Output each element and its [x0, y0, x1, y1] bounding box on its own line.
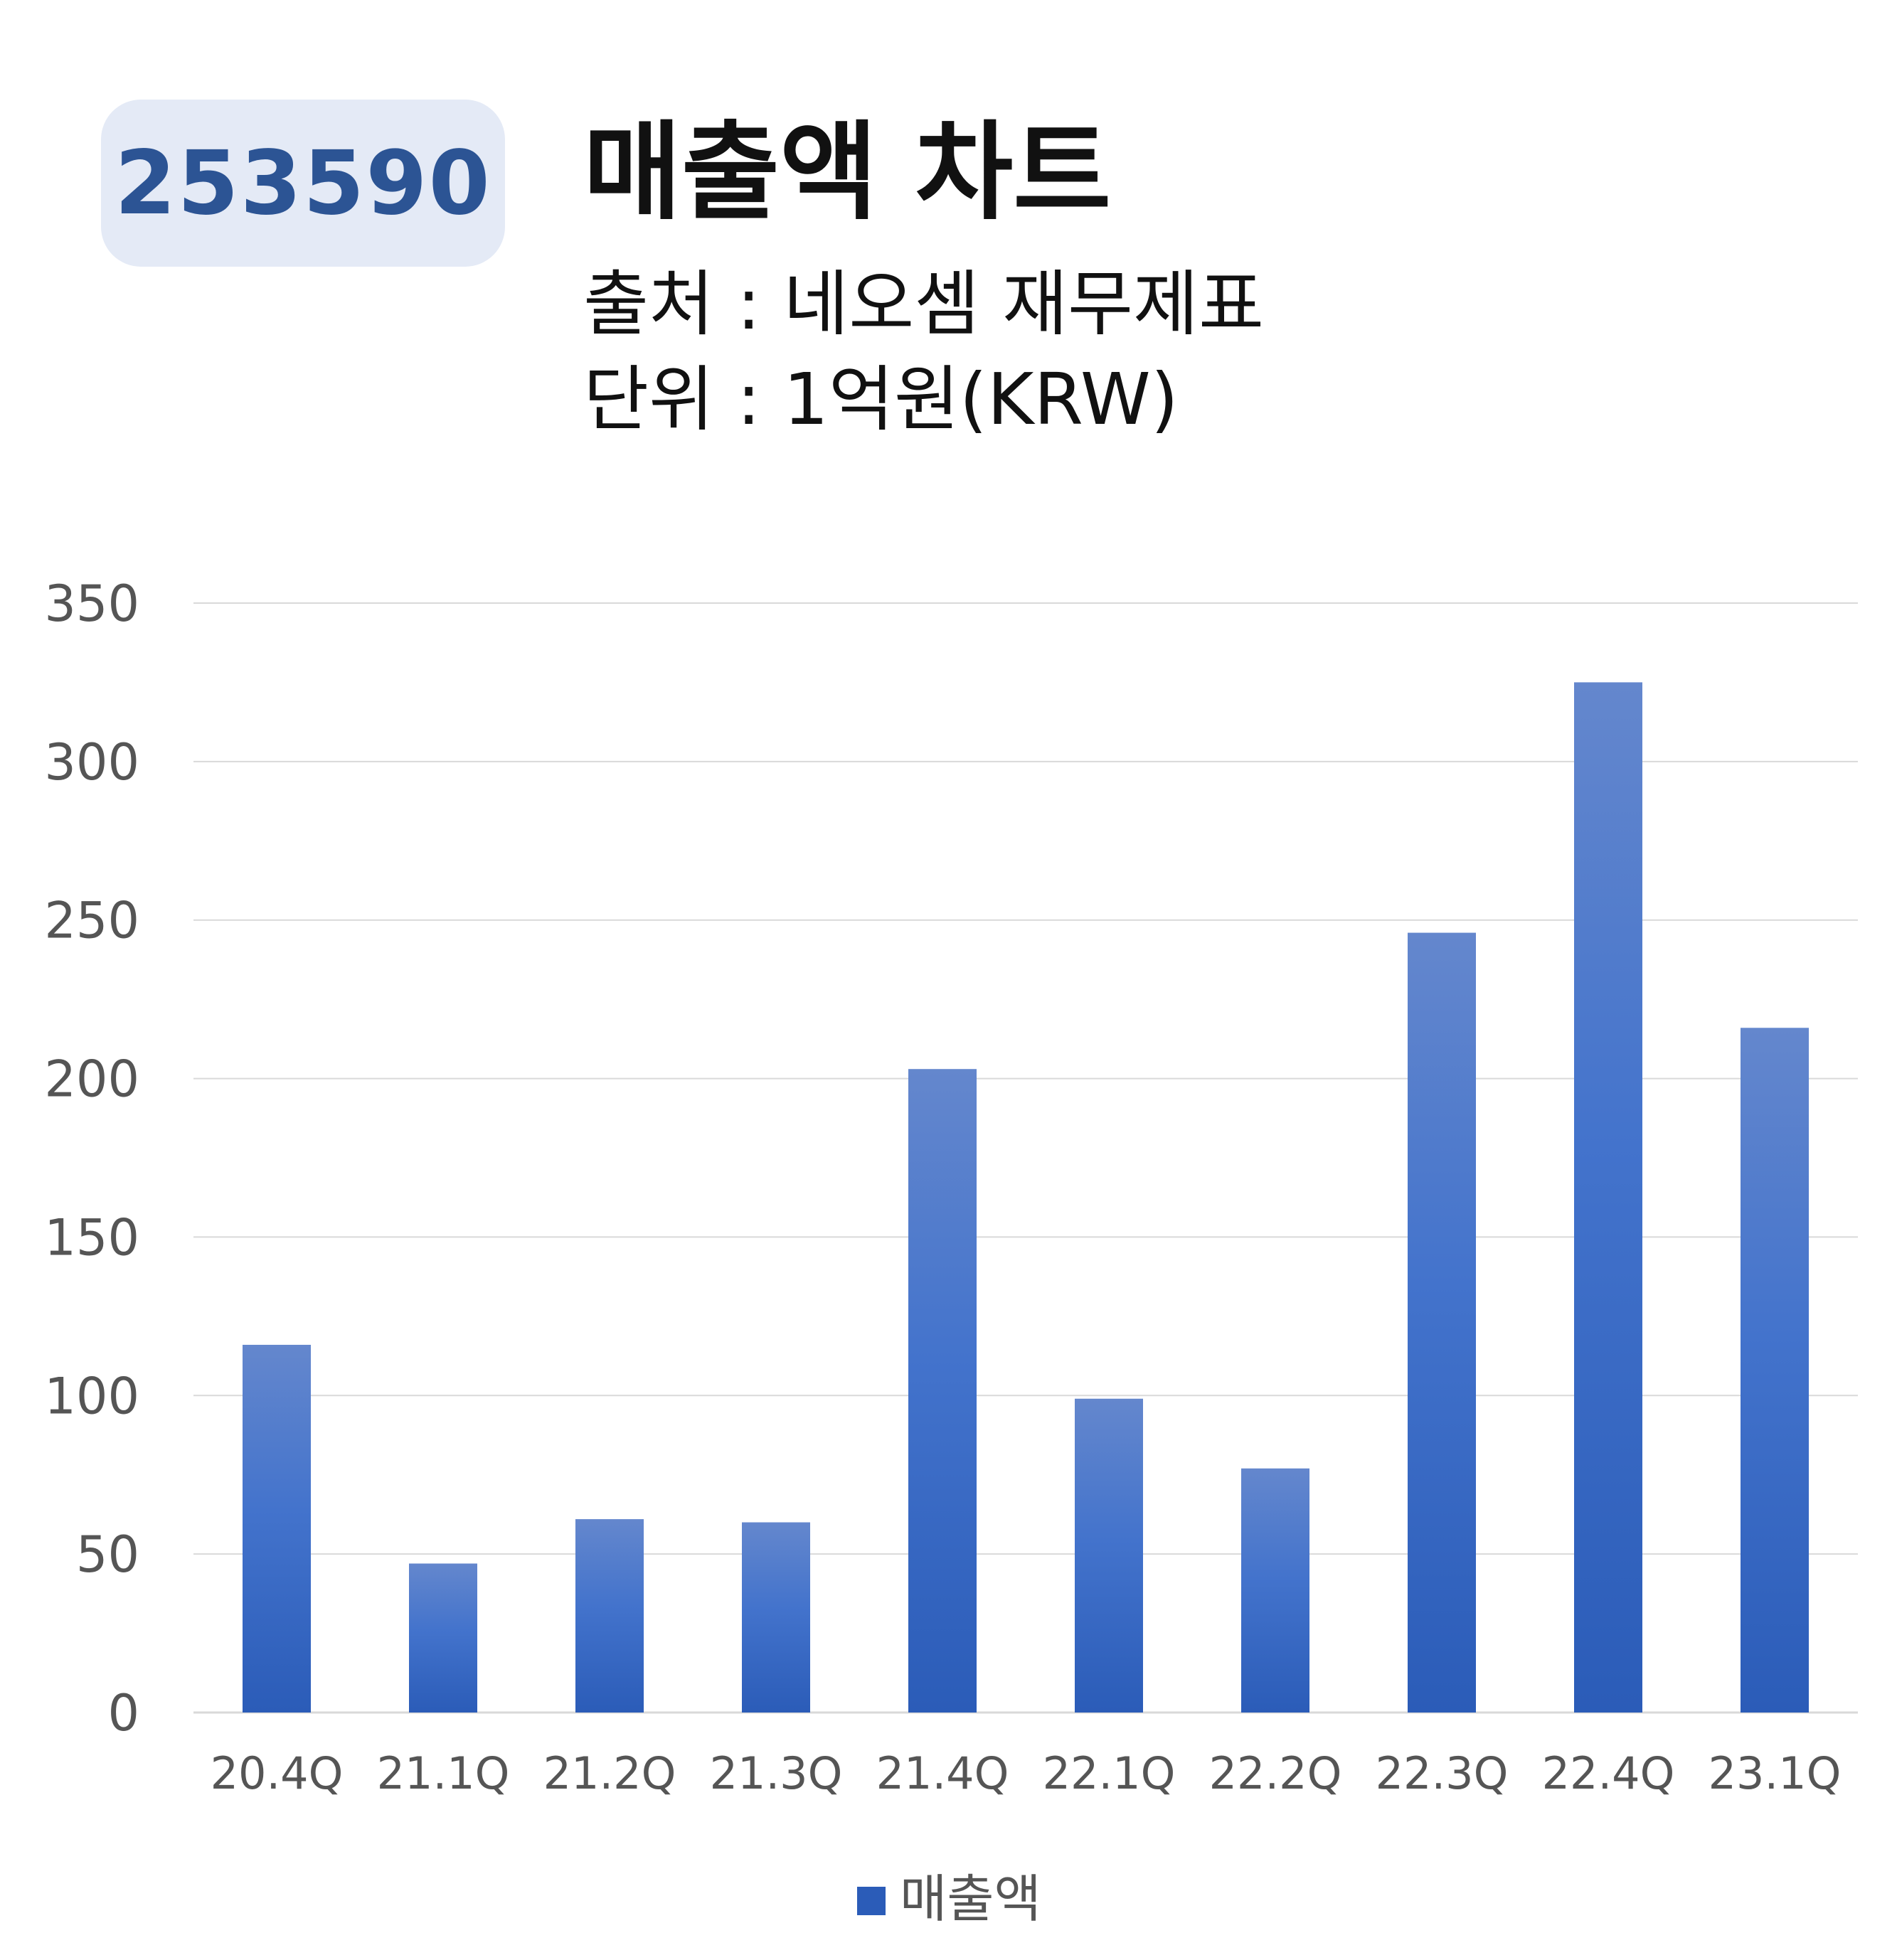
bar-22.2Q — [1241, 1468, 1309, 1713]
x-tick-label: 22.4Q — [1542, 1747, 1675, 1799]
y-axis-ticks: 0 50 100 150 200 250 300 350 — [44, 575, 139, 1742]
bar-20.4Q — [243, 1344, 311, 1713]
x-tick-label: 22.3Q — [1376, 1747, 1509, 1799]
bar-22.3Q — [1408, 932, 1476, 1713]
legend: 매출액 — [857, 1869, 1041, 1929]
x-tick-label: 21.3Q — [710, 1747, 843, 1799]
bar-22.1Q — [1075, 1398, 1143, 1713]
bar-21.3Q — [742, 1522, 810, 1713]
x-tick-label: 20.4Q — [211, 1747, 344, 1799]
bar-22.4Q — [1574, 682, 1642, 1713]
y-tick-label: 300 — [44, 733, 139, 792]
x-tick-label: 22.1Q — [1043, 1747, 1176, 1799]
stock-code: 253590 — [115, 132, 491, 235]
source-line: 출처 : 네오셈 재무제표 — [583, 262, 1265, 346]
x-tick-label: 21.1Q — [377, 1747, 510, 1799]
x-tick-label: 23.1Q — [1709, 1747, 1842, 1799]
bar-21.1Q — [409, 1563, 477, 1713]
y-tick-label: 100 — [44, 1367, 139, 1425]
chart-title: 매출액 차트 — [583, 111, 1112, 235]
y-tick-label: 200 — [44, 1050, 139, 1109]
y-tick-label: 250 — [44, 892, 139, 950]
unit-line: 단위 : 1억원(KRW) — [583, 358, 1179, 441]
y-tick-label: 350 — [44, 575, 139, 633]
legend-label: 매출액 — [900, 1869, 1041, 1929]
bars — [243, 682, 1809, 1713]
bar-21.4Q — [908, 1069, 977, 1713]
stock-code-badge: 253590 — [101, 100, 505, 267]
y-tick-label: 150 — [44, 1208, 139, 1267]
bar-23.1Q — [1741, 1028, 1809, 1713]
y-tick-label: 50 — [76, 1525, 139, 1584]
bar-21.2Q — [575, 1519, 644, 1713]
y-tick-label: 0 — [107, 1684, 139, 1742]
x-tick-label: 21.2Q — [543, 1747, 676, 1799]
x-tick-label: 22.2Q — [1209, 1747, 1342, 1799]
x-tick-label: 21.4Q — [876, 1747, 1009, 1799]
legend-swatch — [857, 1887, 886, 1915]
x-axis-labels: 20.4Q 21.1Q 21.2Q 21.3Q 21.4Q 22.1Q 22.2Q 22.3Q… — [211, 1747, 1842, 1799]
